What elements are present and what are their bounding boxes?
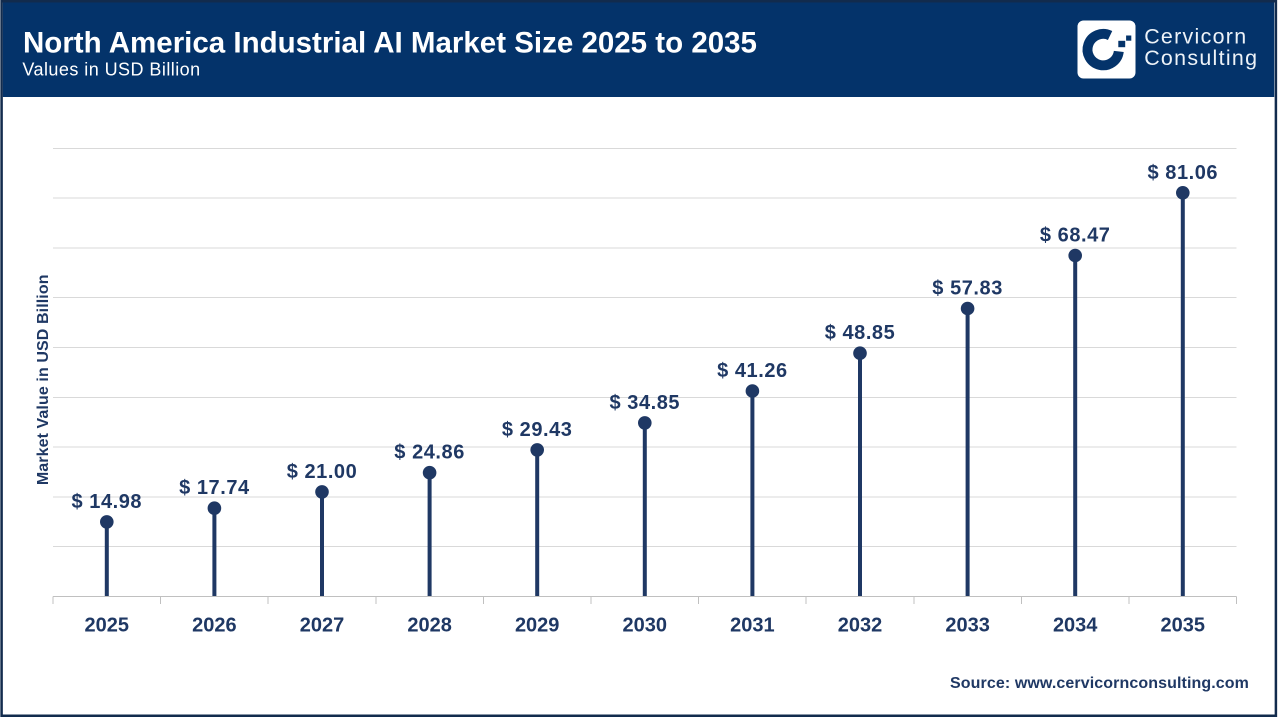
svg-text:2032: 2032: [838, 615, 883, 637]
svg-text:North America Industrial AI Ma: North America Industrial AI Market Size …: [23, 27, 757, 60]
svg-text:2026: 2026: [192, 615, 237, 637]
svg-text:Values in USD Billion: Values in USD Billion: [22, 60, 200, 80]
svg-text:2035: 2035: [1161, 615, 1206, 637]
svg-text:2030: 2030: [623, 615, 668, 637]
svg-text:2031: 2031: [730, 615, 775, 637]
svg-text:2028: 2028: [407, 615, 452, 637]
svg-text:2034: 2034: [1053, 615, 1098, 637]
svg-text:$ 41.26: $ 41.26: [717, 360, 788, 382]
svg-text:Cervicorn: Cervicorn: [1144, 25, 1247, 49]
svg-text:$ 29.43: $ 29.43: [502, 419, 573, 441]
svg-text:$ 21.00: $ 21.00: [287, 461, 358, 483]
svg-text:$ 81.06: $ 81.06: [1148, 162, 1219, 184]
svg-text:2033: 2033: [945, 615, 990, 637]
svg-text:$ 57.83: $ 57.83: [932, 278, 1003, 300]
svg-text:$ 17.74: $ 17.74: [179, 477, 250, 499]
svg-text:Consulting: Consulting: [1144, 46, 1258, 70]
svg-text:2027: 2027: [300, 615, 345, 637]
svg-text:Market Value in USD Billion: Market Value in USD Billion: [35, 274, 52, 485]
svg-text:2029: 2029: [515, 615, 560, 637]
svg-text:$ 48.85: $ 48.85: [825, 322, 896, 344]
svg-text:$ 24.86: $ 24.86: [394, 442, 465, 464]
svg-text:$ 34.85: $ 34.85: [610, 392, 681, 414]
svg-text:Source: www.cervicornconsultin: Source: www.cervicornconsulting.com: [950, 675, 1249, 692]
svg-text:$ 68.47: $ 68.47: [1040, 225, 1111, 247]
svg-text:2025: 2025: [85, 615, 130, 637]
svg-text:$ 14.98: $ 14.98: [72, 491, 143, 513]
